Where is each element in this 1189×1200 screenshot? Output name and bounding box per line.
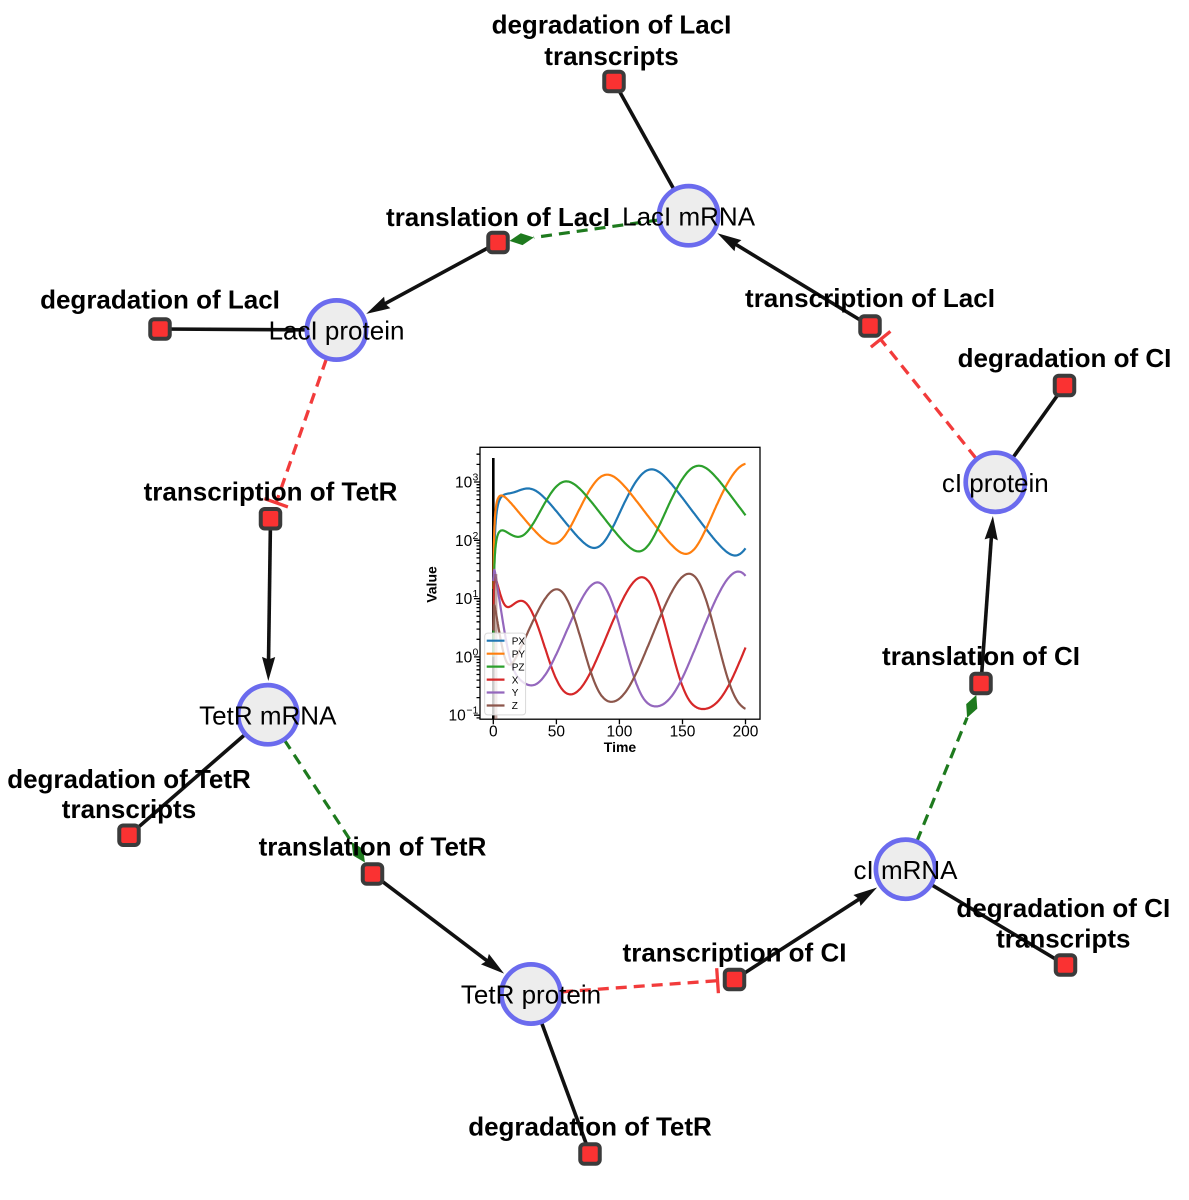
- svg-text:200: 200: [733, 723, 759, 740]
- svg-text:50: 50: [548, 723, 566, 740]
- svg-text:TetR mRNA: TetR mRNA: [199, 700, 337, 730]
- svg-text:10: 10: [455, 533, 473, 550]
- svg-text:degradation of CI: degradation of CI: [958, 343, 1172, 373]
- svg-text:transcripts: transcripts: [996, 924, 1130, 954]
- svg-text:transcription of CI: transcription of CI: [623, 938, 847, 968]
- svg-text:translation of LacI: translation of LacI: [386, 202, 610, 232]
- svg-text:cI mRNA: cI mRNA: [854, 855, 959, 885]
- svg-text:degradation of TetR: degradation of TetR: [7, 764, 251, 794]
- svg-text:0: 0: [472, 646, 478, 658]
- svg-text:Value: Value: [424, 566, 440, 603]
- svg-text:1: 1: [472, 588, 478, 600]
- svg-text:TetR protein: TetR protein: [461, 980, 601, 1010]
- svg-text:10: 10: [455, 591, 473, 608]
- svg-text:3: 3: [472, 472, 478, 484]
- svg-text:0: 0: [489, 723, 498, 740]
- svg-text:10: 10: [449, 708, 467, 725]
- svg-text:translation of TetR: translation of TetR: [259, 832, 487, 862]
- svg-text:degradation of CI: degradation of CI: [956, 893, 1170, 923]
- svg-text:degradation of LacI: degradation of LacI: [40, 285, 280, 315]
- svg-text:transcription of LacI: transcription of LacI: [745, 283, 995, 313]
- svg-text:2: 2: [472, 530, 478, 542]
- svg-text:Y: Y: [512, 688, 519, 699]
- svg-text:10: 10: [455, 475, 473, 492]
- svg-text:PX: PX: [512, 636, 526, 647]
- svg-text:transcripts: transcripts: [544, 41, 678, 71]
- svg-text:150: 150: [670, 723, 696, 740]
- svg-text:PY: PY: [512, 649, 526, 660]
- svg-text:degradation of LacI: degradation of LacI: [492, 10, 732, 40]
- svg-text:X: X: [512, 675, 519, 686]
- svg-text:LacI mRNA: LacI mRNA: [622, 201, 756, 231]
- svg-text:transcription of TetR: transcription of TetR: [144, 477, 398, 507]
- svg-text:cI protein: cI protein: [942, 468, 1049, 498]
- svg-text:LacI protein: LacI protein: [269, 316, 405, 346]
- svg-text:translation of CI: translation of CI: [882, 641, 1080, 671]
- svg-text:transcripts: transcripts: [62, 794, 196, 824]
- svg-text:Z: Z: [512, 701, 518, 712]
- svg-text:degradation of TetR: degradation of TetR: [468, 1112, 712, 1142]
- svg-text:10: 10: [455, 649, 473, 666]
- svg-text:Time: Time: [604, 739, 637, 755]
- svg-text:−1: −1: [466, 705, 478, 717]
- svg-text:100: 100: [606, 723, 632, 740]
- svg-text:PZ: PZ: [512, 662, 525, 673]
